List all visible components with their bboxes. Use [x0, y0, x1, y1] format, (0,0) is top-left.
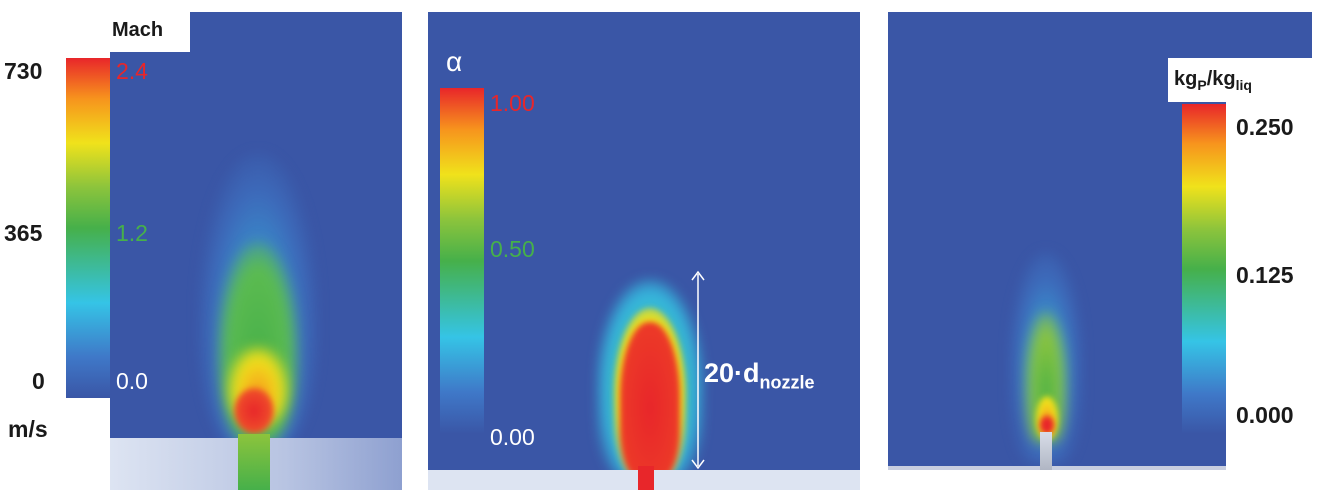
tick-alpha-max: 1.00: [490, 90, 535, 116]
nozzle-floor: [888, 466, 1312, 470]
tick-mass-fraction-mid: 0.125: [1236, 262, 1294, 288]
plume-red-core: [1040, 416, 1054, 434]
tick-velocity-mid: 365: [4, 220, 43, 246]
plume-red-core: [620, 322, 680, 478]
tick-mach-min: 0.0: [116, 368, 148, 394]
length-annotation-sub: nozzle: [759, 372, 815, 393]
nozzle-jet-column: [1040, 432, 1052, 470]
tick-alpha-mid: 0.50: [490, 236, 535, 262]
length-arrow-head-bottom: [691, 459, 705, 470]
tick-velocity-min: 0: [32, 368, 45, 394]
header-box-mach: [104, 12, 190, 52]
tick-alpha-min: 0.00: [490, 424, 535, 450]
length-arrow: [691, 270, 705, 470]
unit-mass-fraction-sub2: liq: [1235, 77, 1252, 93]
colorbar-mass-fraction: [1182, 104, 1226, 434]
unit-mass-fraction-main1: kg: [1174, 68, 1198, 90]
tick-velocity-max: 730: [4, 58, 43, 84]
colorbar-mach: [66, 58, 110, 398]
panel-mach-contour: [110, 12, 402, 490]
tick-mass-fraction-max: 0.250: [1236, 114, 1294, 140]
unit-mass-fraction: kgP/kgliq: [1174, 68, 1252, 93]
tick-mach-mid: 1.2: [116, 220, 148, 246]
plume-red-shock: [234, 388, 274, 434]
unit-mach: Mach: [112, 19, 164, 41]
length-annotation: 20·dnozzle: [704, 358, 815, 393]
panel-alpha-contour: [428, 12, 860, 490]
unit-velocity: m/s: [8, 416, 48, 442]
unit-mass-fraction-sub1: P: [1197, 77, 1207, 93]
tick-box-mass-fraction: [1226, 102, 1318, 470]
nozzle-jet-column: [638, 466, 654, 490]
nozzle-jet-column: [238, 434, 270, 490]
tick-mach-max: 2.4: [116, 58, 148, 84]
length-arrow-head-top: [691, 270, 705, 281]
length-annotation-main: 20·d: [704, 358, 760, 388]
unit-mass-fraction-slash: /kg: [1206, 68, 1236, 90]
header-box-mass-fraction: [1168, 58, 1318, 102]
tick-mass-fraction-min: 0.000: [1236, 402, 1294, 428]
colorbar-alpha: [440, 88, 484, 434]
symbol-alpha: α: [446, 46, 463, 77]
